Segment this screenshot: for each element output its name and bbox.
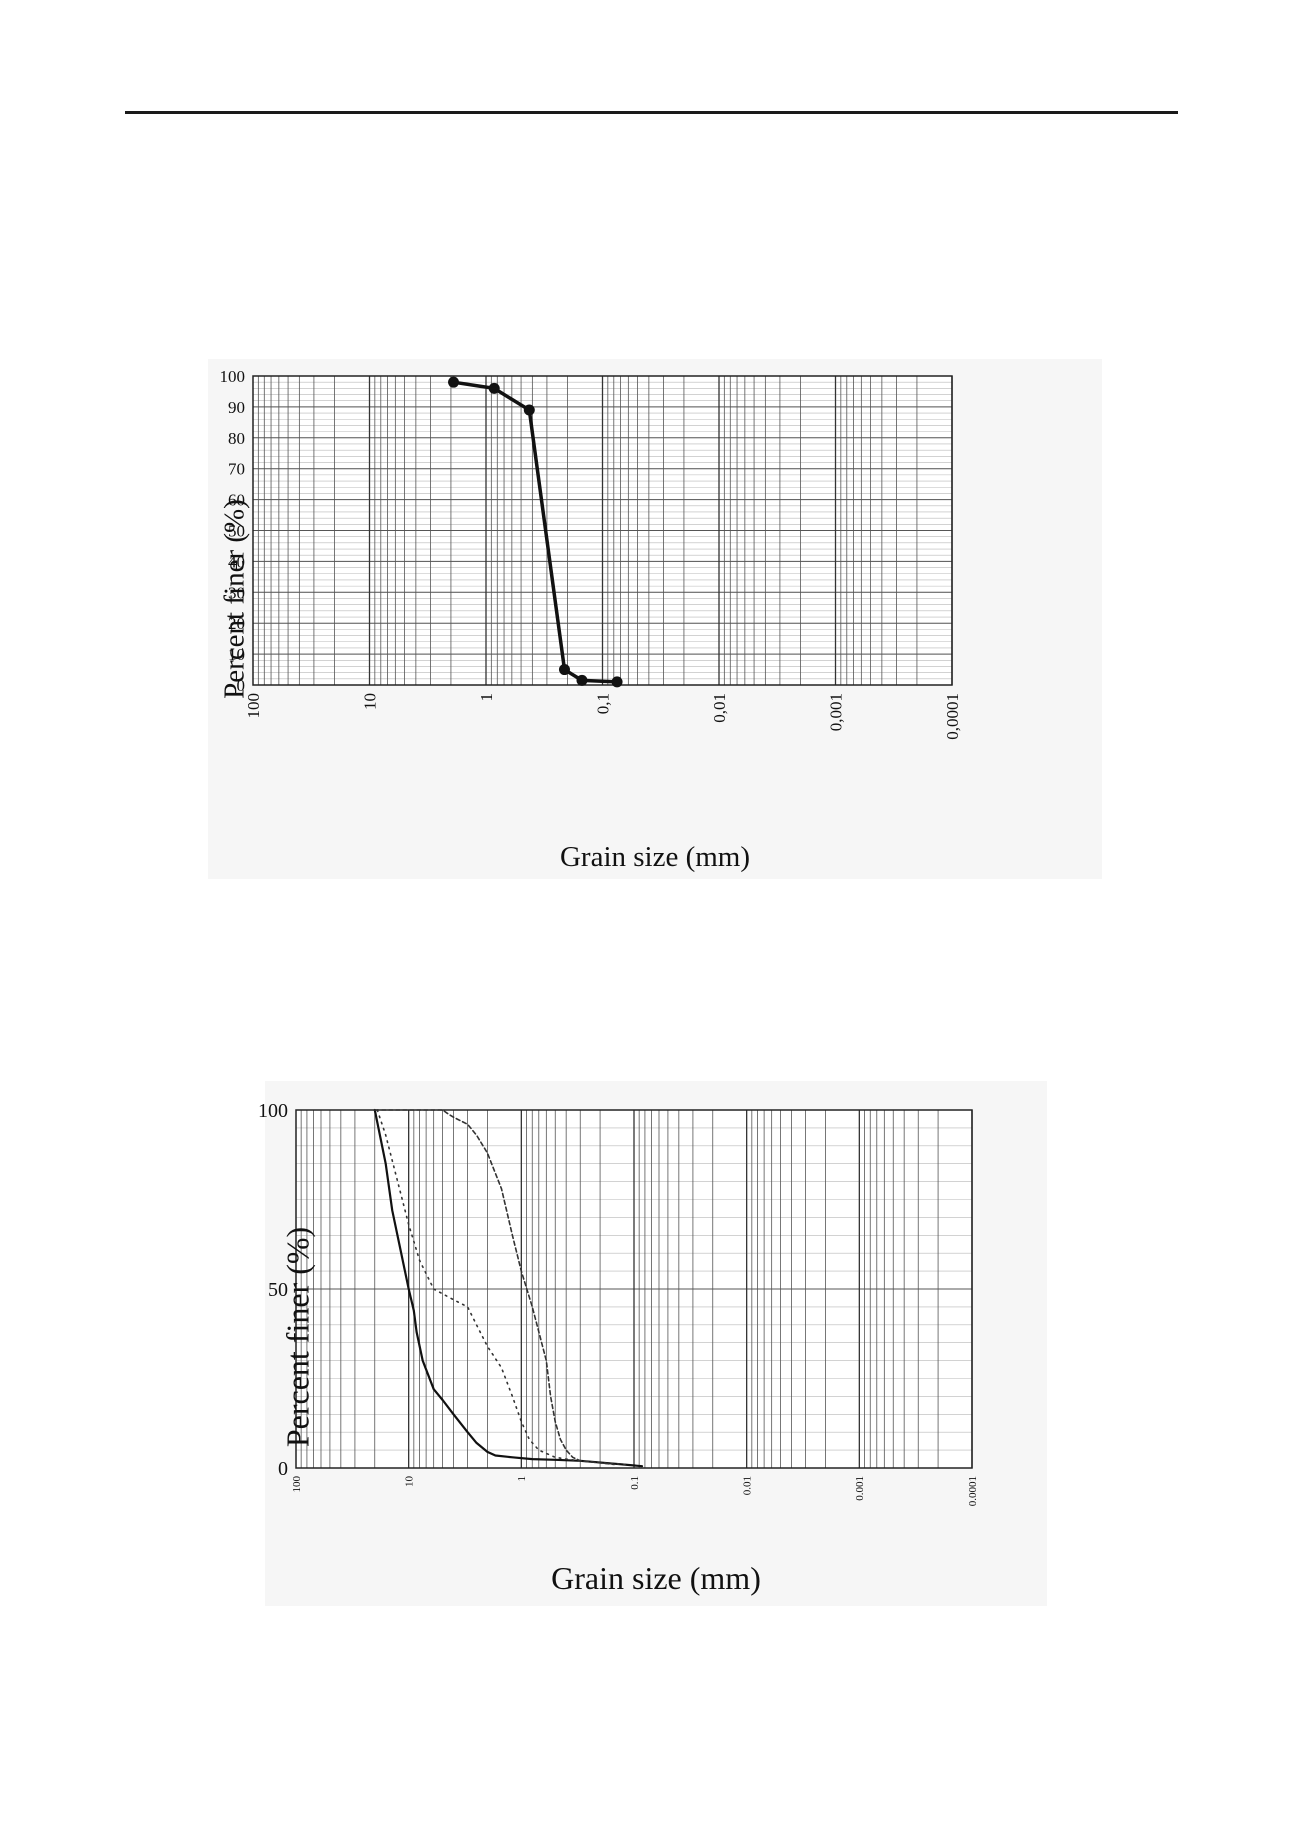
chart-1-series-1-line — [451, 380, 619, 684]
chart-1-plot-frame — [252, 375, 953, 686]
chart-1-data-point — [558, 664, 570, 676]
chart-1-x-tick-label: 0,1 — [593, 693, 612, 714]
chart-2-series-2-line — [376, 1109, 626, 1466]
chart-1-x-tick-label: 0,0001 — [943, 693, 962, 740]
chart-2-y-tick-label: 100 — [258, 1100, 288, 1122]
chart-1-y-tick-label: 50 — [228, 521, 245, 540]
chart-1-y-tick-label: 10 — [228, 645, 245, 664]
chart-1-y-tick-label: 90 — [228, 398, 245, 417]
chart-1-y-tick-label: 0 — [237, 676, 246, 695]
chart-2-x-tick-label: 0.1 — [629, 1476, 641, 1490]
chart-1-x-axis-label: Grain size (mm) — [559, 841, 751, 873]
chart-2-y-ticks: 0 50 100 — [258, 1100, 288, 1480]
chart-2-x-ticks: 100 10 1 0.1 0.01 0.001 0.0001 — [291, 1476, 979, 1507]
header-rule — [125, 111, 1178, 114]
chart-1-x-ticks: 100 10 1 0,1 0,01 0,001 0,0001 — [244, 693, 962, 740]
chart-1-data-point — [611, 676, 623, 688]
chart-2-svg: 0 50 100 100 10 1 0.1 0.01 0.001 0.0001 — [258, 1100, 979, 1507]
chart-2-plot-frame — [295, 1109, 973, 1469]
chart-1-y-axis-label: Percent finer (%) — [218, 499, 251, 699]
chart-2-x-tick-label: 0.01 — [742, 1476, 754, 1495]
chart-2-x-tick-label: 0.001 — [854, 1476, 866, 1501]
chart-1-y-tick-label: 70 — [228, 460, 245, 479]
chart-1-y-ticks: 0 10 20 30 40 50 60 70 80 90 100 — [220, 367, 246, 695]
chart-2-y-tick-label: 50 — [268, 1279, 288, 1301]
chart-2-y-tick-label: 0 — [278, 1458, 288, 1480]
chart-2-x-tick-label: 10 — [404, 1476, 416, 1488]
chart-1-data-point — [523, 404, 535, 416]
chart-1-data-point — [488, 382, 500, 394]
grain-size-chart-1: 0 10 20 30 40 50 60 70 80 90 100 100 10 1 0,1 0,01 0,001… — [208, 359, 1102, 879]
chart-2-x-tick-label: 0.0001 — [967, 1476, 979, 1506]
chart-1-svg: 0 10 20 30 40 50 60 70 80 90 100 100 10 1 0,1 0,01 0,001… — [220, 367, 962, 740]
chart-1-y-tick-label: 100 — [220, 367, 246, 386]
chart-1-x-tick-label: 0,001 — [826, 693, 845, 731]
chart-2-series-3-line — [374, 1109, 616, 1466]
chart-2-x-tick-label: 1 — [516, 1476, 528, 1482]
chart-1-x-tick-label: 0,01 — [710, 693, 729, 723]
chart-2-x-axis-label: Grain size (mm) — [551, 1560, 761, 1596]
chart-1-data-point — [576, 674, 588, 686]
chart-1-x-tick-label: 1 — [477, 693, 496, 702]
chart-1-y-tick-label: 20 — [228, 614, 245, 633]
chart-2-series-1-line — [373, 1108, 644, 1468]
chart-1-y-tick-label: 40 — [228, 552, 245, 571]
chart-2-x-tick-label: 100 — [291, 1476, 303, 1493]
chart-1-grid — [253, 375, 953, 686]
chart-2-grid — [296, 1109, 973, 1469]
grain-size-chart-2: 0 50 100 100 10 1 0.1 0.01 0.001 0.0001 Percent f… — [258, 1081, 1047, 1606]
chart-1-y-tick-label: 60 — [228, 491, 245, 510]
chart-2-y-axis-label: Percent finer (%) — [279, 1226, 316, 1448]
chart-1-x-tick-label: 100 — [244, 693, 263, 719]
chart-1-x-tick-label: 10 — [360, 693, 379, 710]
chart-1-data-point — [448, 376, 460, 388]
chart-1-y-tick-label: 30 — [228, 583, 245, 602]
chart-1-y-tick-label: 80 — [228, 429, 245, 448]
